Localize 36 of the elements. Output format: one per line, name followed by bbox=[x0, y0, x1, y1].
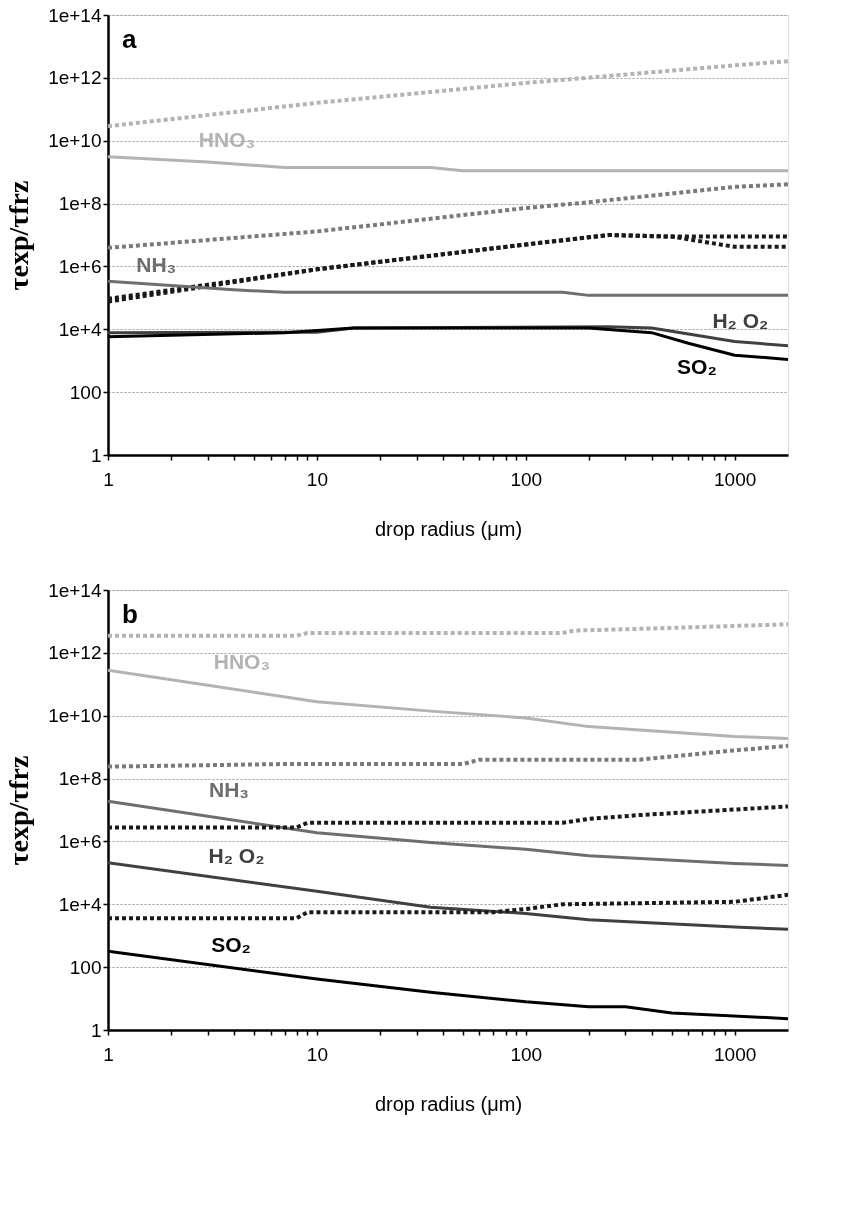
chart-title: a bbox=[122, 24, 137, 54]
y-tick-label: 1 bbox=[90, 444, 102, 466]
series-label: NH₃ bbox=[136, 253, 177, 277]
y-tick-label: 1e+12 bbox=[48, 67, 102, 89]
y-tick-label: 1e+6 bbox=[58, 830, 102, 852]
y-tick-label: 1e+10 bbox=[48, 130, 102, 152]
x-axis-title: drop radius (μm) bbox=[374, 1092, 523, 1115]
series-label: HNO₃ bbox=[213, 649, 271, 673]
y-tick-label: 1e+4 bbox=[58, 893, 102, 915]
y-axis-title: τexp/τfrz bbox=[3, 180, 35, 291]
series-label: NH₃ bbox=[209, 778, 250, 802]
y-tick-label: 100 bbox=[69, 381, 102, 403]
series-label: H₂ O₂ bbox=[208, 844, 265, 868]
y-tick-label: 1e+8 bbox=[58, 768, 102, 790]
y-axis-title: τexp/τfrz bbox=[3, 755, 35, 866]
x-tick-label: 10 bbox=[306, 468, 328, 490]
y-tick-label: 1 bbox=[90, 1019, 102, 1041]
x-tick-label: 1000 bbox=[714, 1043, 757, 1065]
x-tick-label: 1000 bbox=[714, 468, 757, 490]
y-tick-label: 1e+14 bbox=[48, 579, 102, 601]
series-label: SO₂ bbox=[677, 355, 717, 379]
y-tick-label: 100 bbox=[69, 956, 102, 978]
x-tick-label: 100 bbox=[510, 1043, 543, 1065]
y-tick-label: 1e+6 bbox=[58, 255, 102, 277]
x-tick-label: 10 bbox=[306, 1043, 328, 1065]
y-tick-label: 1e+10 bbox=[48, 705, 102, 727]
series-label: SO₂ bbox=[211, 933, 251, 957]
x-tick-label: 100 bbox=[510, 468, 543, 490]
x-axis-title: drop radius (μm) bbox=[374, 517, 523, 540]
chart-title: b bbox=[122, 599, 138, 629]
series-label: HNO₃ bbox=[198, 127, 256, 151]
y-tick-label: 1e+4 bbox=[58, 318, 102, 340]
y-tick-label: 1e+8 bbox=[58, 193, 102, 215]
y-tick-label: 1e+12 bbox=[48, 642, 102, 664]
series-label: H₂ O₂ bbox=[712, 309, 769, 333]
y-tick-label: 1e+14 bbox=[48, 4, 102, 26]
